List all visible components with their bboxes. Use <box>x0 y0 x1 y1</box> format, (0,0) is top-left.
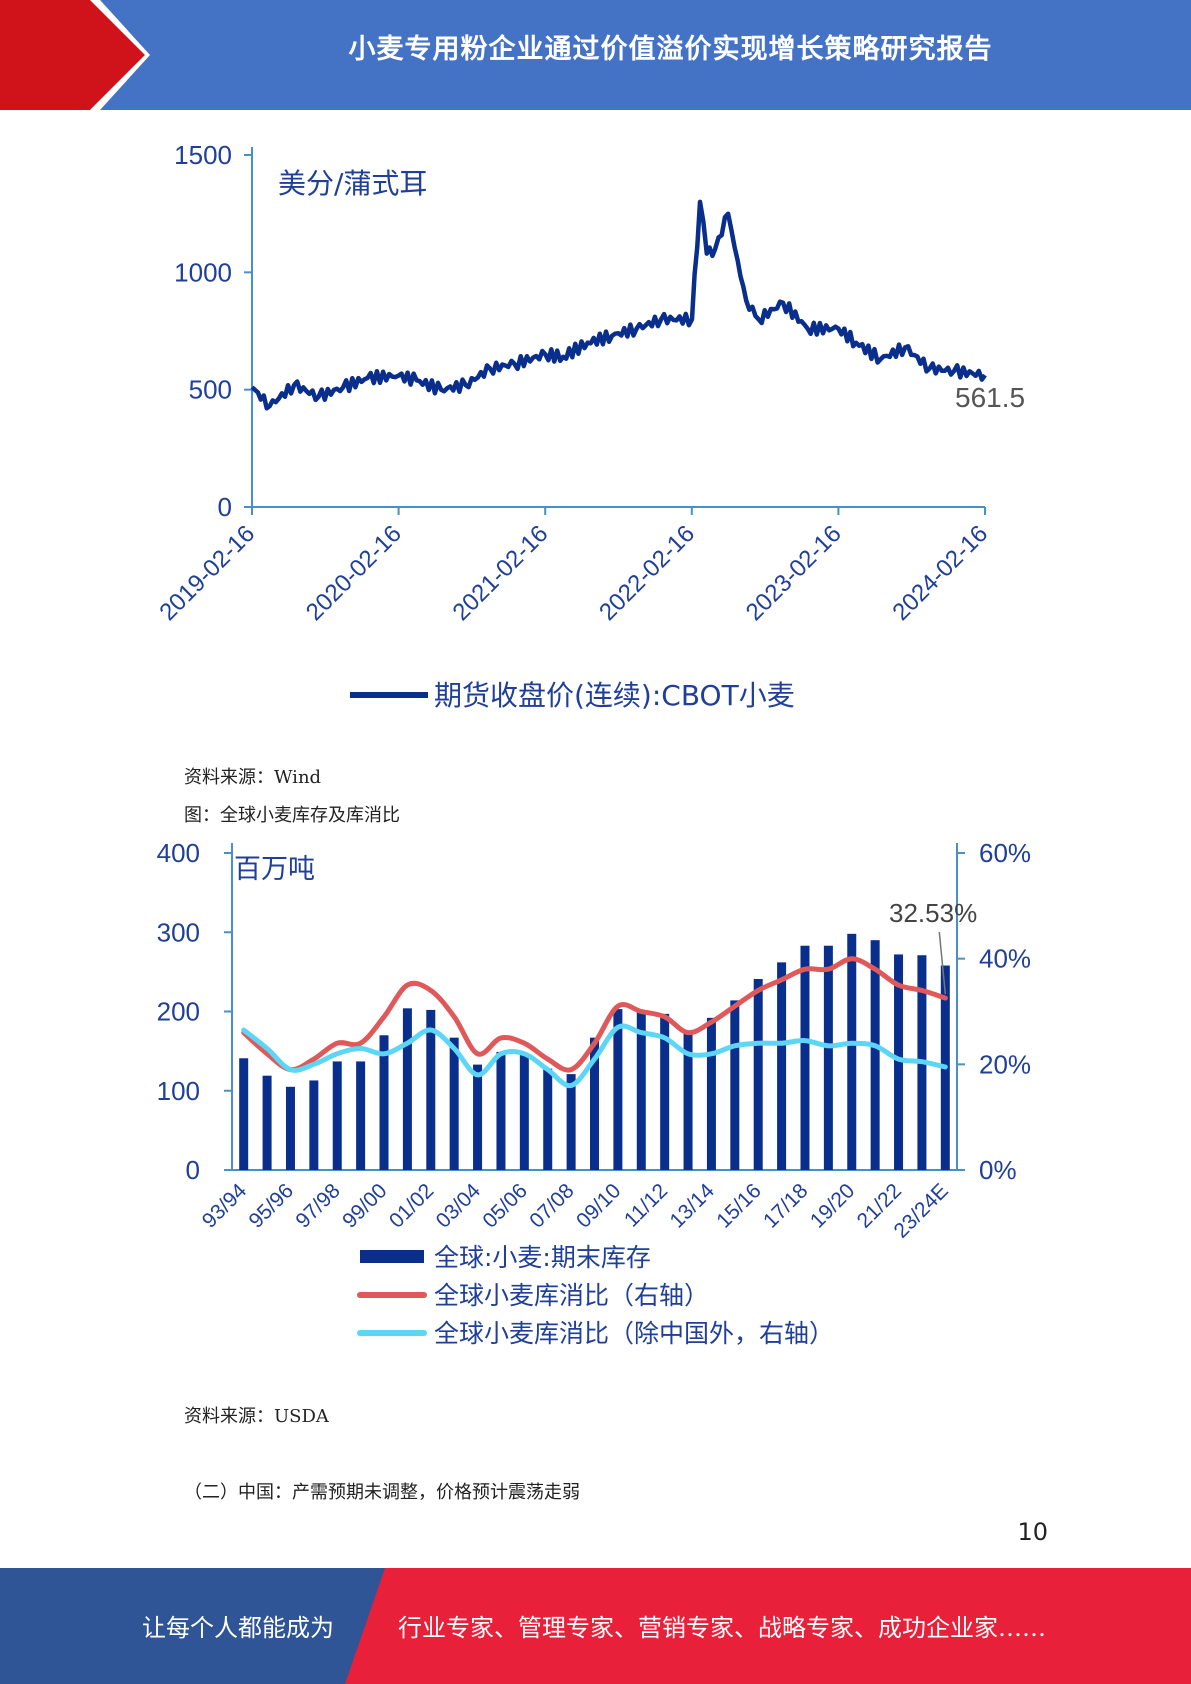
y-tick-label: 1500 <box>174 140 232 170</box>
stock-bar <box>519 1053 529 1170</box>
stock-bar <box>426 1009 436 1170</box>
x-tick-label: 19/20 <box>806 1179 859 1232</box>
stock-bar <box>566 1074 576 1170</box>
x-tick-label: 17/18 <box>759 1179 812 1232</box>
legend-label: 期货收盘价(连续):CBOT小麦 <box>434 679 795 712</box>
footer-slogan-left: 让每个人都能成为 <box>142 1614 334 1642</box>
legend-bar-swatch <box>360 1250 424 1263</box>
x-tick-label: 05/06 <box>478 1179 531 1232</box>
cbot-wheat-price-chart: 0 500 1000 1500 2019-02-16 2020-02-16 2021-02-… <box>154 140 1025 712</box>
left-y-tick-label: 400 <box>157 838 200 868</box>
stock-bar <box>239 1058 249 1170</box>
annotation-leader-line <box>938 931 947 995</box>
stock-ratio-ex-china-line-series <box>241 1023 948 1089</box>
stock-bar <box>753 979 763 1170</box>
x-tick-label: 99/00 <box>338 1179 391 1232</box>
header-title: 小麦专用粉企业通过价值溢价实现增长策略研究报告 <box>348 34 993 65</box>
stock-bar <box>309 1080 319 1170</box>
legend-label: 全球小麦库消比（右轴） <box>434 1281 709 1310</box>
stock-bar <box>800 945 810 1170</box>
x-tick-label: 95/96 <box>245 1179 298 1232</box>
page-header: 小麦专用粉企业通过价值溢价实现增长策略研究报告 <box>0 0 1191 110</box>
x-tick-label: 97/98 <box>291 1179 344 1232</box>
section-heading: （二）中国：产需预期未调整，价格预计震荡走弱 <box>184 1482 580 1503</box>
right-y-tick-label: 0% <box>979 1155 1017 1185</box>
price-line-series <box>250 199 987 411</box>
stock-bar <box>847 933 857 1170</box>
stock-bar <box>777 962 787 1170</box>
stock-bar <box>356 1061 366 1170</box>
legend-label: 全球:小麦:期末库存 <box>434 1243 651 1272</box>
x-tick-label: 01/02 <box>385 1179 438 1232</box>
stock-bar <box>543 1068 553 1170</box>
x-tick-label: 03/04 <box>432 1179 486 1233</box>
annotation-label: 32.53% <box>889 898 977 928</box>
stock-bar <box>379 1035 389 1170</box>
x-tick-label: 09/10 <box>572 1179 625 1232</box>
x-tick-label: 2023-02-16 <box>741 520 847 626</box>
stock-bar <box>613 1009 623 1170</box>
global-wheat-stocks-chart: 0 100 200 300 400 0% 20% 40% 60% 百万吨 32.53% 93/9495… <box>157 838 1031 1348</box>
stock-bar <box>402 1008 412 1170</box>
stock-bar <box>473 1064 483 1170</box>
y-unit-label: 百万吨 <box>234 854 315 885</box>
x-tick-label: 2021-02-16 <box>448 520 554 626</box>
legend-label: 全球小麦库消比（除中国外，右轴） <box>434 1319 834 1348</box>
last-value-label: 561.5 <box>955 382 1025 413</box>
stock-bar <box>332 1061 342 1170</box>
stock-bar <box>870 940 880 1170</box>
left-y-tick-label: 200 <box>157 997 200 1027</box>
stock-bar <box>823 945 833 1170</box>
stock-bar <box>449 1037 459 1170</box>
y-tick-label: 1000 <box>174 257 232 287</box>
stock-bar <box>730 1000 740 1170</box>
x-tick-label: 93/94 <box>198 1179 252 1233</box>
header-arrow-decoration <box>0 0 150 110</box>
x-tick-label: 2022-02-16 <box>594 520 700 626</box>
stock-bar <box>706 1017 716 1170</box>
footer-slogan-right: 行业专家、管理专家、营销专家、战略专家、成功企业家…… <box>398 1614 1046 1642</box>
stock-bar <box>496 1051 506 1170</box>
stock-ratio-line-series <box>241 956 948 1073</box>
right-y-tick-label: 60% <box>979 838 1031 868</box>
left-y-tick-label: 100 <box>157 1076 200 1106</box>
stock-bar <box>894 954 904 1170</box>
x-tick-label: 2024-02-16 <box>887 520 993 626</box>
stock-bar <box>683 1030 693 1170</box>
stock-bar <box>285 1086 295 1170</box>
x-tick-label: 2019-02-16 <box>154 520 260 626</box>
stock-bar <box>636 1012 646 1170</box>
stock-bar <box>262 1075 272 1170</box>
y-unit-label: 美分/蒲式耳 <box>278 167 427 200</box>
x-tick-label: 13/14 <box>666 1179 720 1233</box>
chart2-source-caption: 资料来源：USDA <box>184 1406 329 1427</box>
stock-bar <box>590 1037 599 1170</box>
stock-bar <box>660 1013 670 1170</box>
x-tick-label: 11/12 <box>620 1179 672 1231</box>
y-tick-label: 500 <box>189 375 232 405</box>
chart1-source-caption: 资料来源：Wind <box>184 767 322 788</box>
left-y-tick-label: 300 <box>157 917 200 947</box>
right-y-tick-label: 20% <box>979 1049 1031 1079</box>
x-tick-label: 15/16 <box>712 1179 765 1232</box>
x-tick-label: 07/08 <box>525 1179 578 1232</box>
page-footer-band <box>0 1568 1191 1684</box>
page-number: 10 <box>1017 1518 1048 1546</box>
chart2-title-caption: 图：全球小麦库存及库消比 <box>184 805 400 826</box>
x-tick-label: 2020-02-16 <box>301 520 407 626</box>
right-y-tick-label: 40% <box>979 944 1031 974</box>
left-y-tick-label: 0 <box>186 1155 200 1185</box>
y-tick-label: 0 <box>218 492 232 522</box>
